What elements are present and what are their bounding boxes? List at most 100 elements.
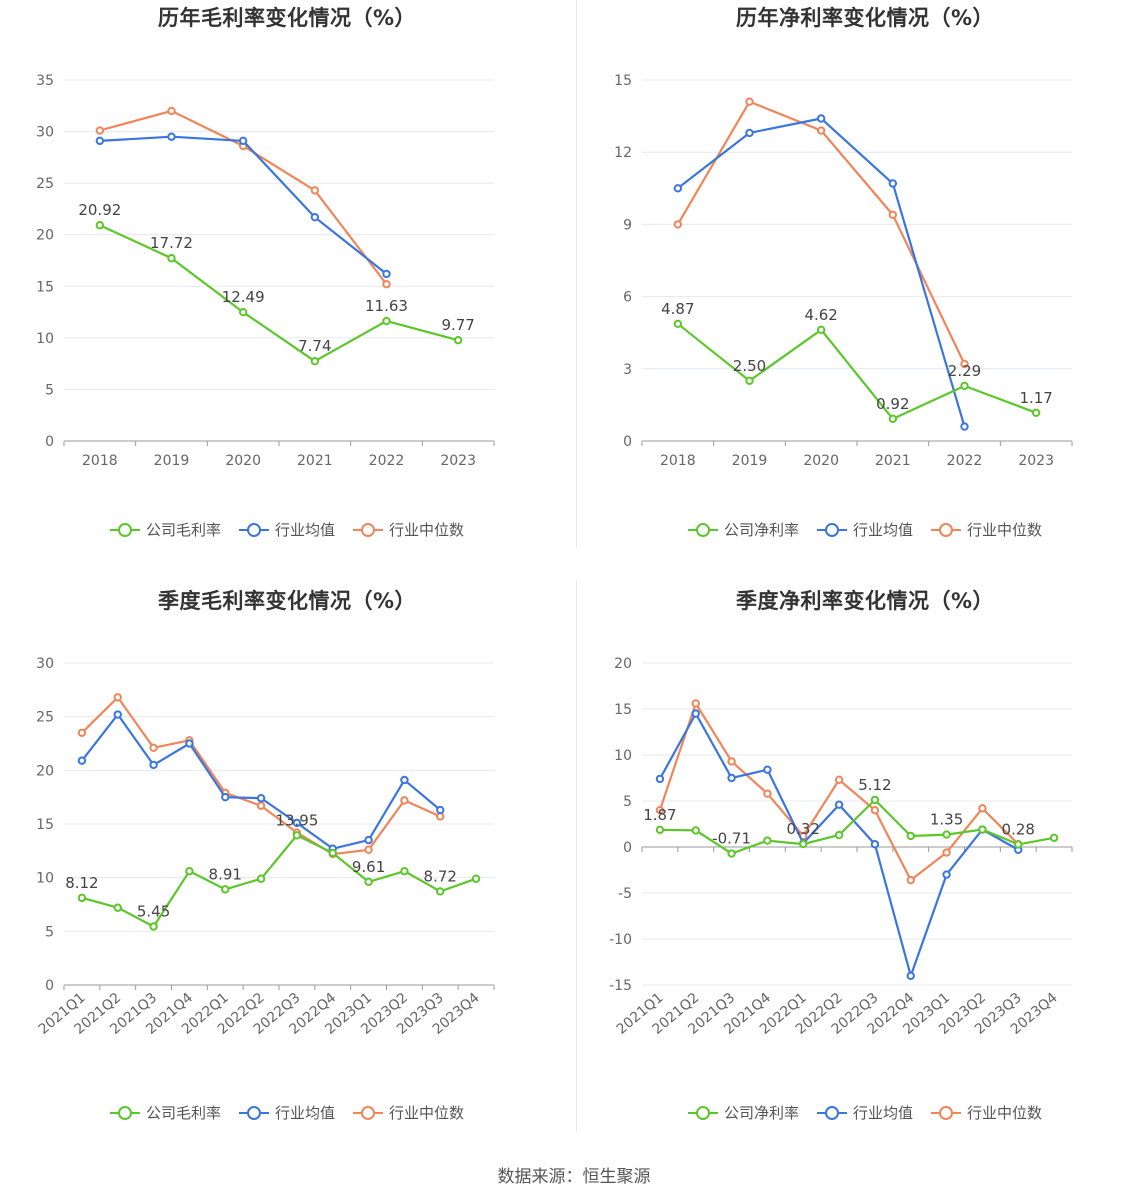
- data-point: [673, 319, 683, 328]
- chart-panel-annual-net: 历年净利率变化情况（%） 0 3 6 9 12 15 2018 2019 2020 2021 202…: [578, 0, 1148, 580]
- panel-divider-bottom: [576, 580, 577, 1132]
- legend-item[interactable]: 行业中位数: [353, 519, 464, 540]
- legend-item[interactable]: 行业均值: [238, 519, 335, 540]
- y-tick-label: 10: [614, 748, 632, 764]
- data-label: 8.12: [65, 874, 98, 892]
- circle-line-icon: [238, 1105, 269, 1120]
- data-label: 1.35: [930, 811, 963, 829]
- data-point: [256, 801, 266, 810]
- y-tick-label: 15: [614, 73, 632, 89]
- y-tick-label: 15: [614, 702, 632, 718]
- circle-line-icon: [238, 522, 269, 537]
- data-point: [727, 757, 736, 766]
- data-point: [906, 875, 915, 885]
- legend-label: 公司毛利率: [145, 521, 221, 539]
- legend-marker: [695, 522, 710, 537]
- data-point: [77, 728, 87, 737]
- data-point: [1031, 408, 1041, 418]
- legend-label: 行业中位数: [967, 1104, 1043, 1122]
- legend-item[interactable]: 公司毛利率: [109, 519, 221, 540]
- data-point: [256, 874, 266, 883]
- legend-marker: [824, 1105, 839, 1120]
- y-tick-label: 25: [36, 176, 54, 192]
- data-point: [310, 186, 320, 195]
- legend-item[interactable]: 行业中位数: [353, 1102, 464, 1123]
- legend-marker: [361, 522, 375, 537]
- chart-legend[interactable]: 公司毛利率 行业均值 行业中位数: [0, 1102, 574, 1123]
- data-label: 1.17: [1019, 389, 1052, 407]
- data-label: 11.63: [365, 297, 408, 315]
- legend-item[interactable]: 公司毛利率: [109, 1102, 221, 1123]
- data-point: [942, 830, 951, 839]
- data-point: [906, 831, 915, 841]
- data-point: [328, 848, 337, 858]
- data-point: [310, 356, 320, 366]
- x-tick-label: 2023: [1018, 453, 1054, 469]
- data-label: 20.92: [78, 201, 121, 219]
- data-point: [745, 97, 754, 106]
- data-point: [870, 806, 880, 815]
- data-point: [960, 422, 969, 431]
- data-point: [870, 795, 880, 805]
- legend-item[interactable]: 公司净利率: [687, 1102, 799, 1123]
- data-label: 0.32: [787, 820, 820, 838]
- legend-marker: [117, 1105, 132, 1120]
- data-point: [727, 773, 736, 783]
- legend-item[interactable]: 行业均值: [238, 1102, 335, 1123]
- x-tick-label: 2018: [660, 453, 696, 469]
- data-label: 9.77: [441, 316, 474, 334]
- legend-item[interactable]: 行业中位数: [931, 519, 1042, 540]
- data-point: [364, 877, 373, 887]
- data-point: [942, 870, 951, 879]
- series-line: [81, 833, 477, 928]
- legend-item[interactable]: 行业中位数: [931, 1102, 1042, 1123]
- data-point: [77, 893, 87, 903]
- x-tick-label: 2022: [947, 453, 983, 469]
- data-point: [113, 710, 122, 719]
- y-tick-label: 30: [36, 125, 54, 141]
- legend-item[interactable]: 行业均值: [816, 519, 913, 540]
- x-tick-label: 2020: [803, 453, 839, 469]
- legend-marker: [246, 522, 261, 537]
- data-point: [673, 184, 683, 193]
- circle-line-icon: [931, 1105, 961, 1120]
- data-label: 2.29: [948, 362, 981, 380]
- series-line: [81, 695, 441, 856]
- y-tick-label: 5: [45, 924, 54, 940]
- data-point: [436, 812, 445, 821]
- data-point: [238, 307, 248, 317]
- data-point: [655, 774, 665, 784]
- data-label: 0.28: [1002, 820, 1035, 838]
- data-point: [436, 887, 445, 896]
- data-point: [382, 269, 391, 279]
- data-point: [364, 845, 373, 854]
- data-label: -0.71: [712, 830, 751, 848]
- chart-title: 历年毛利率变化情况（%）: [157, 6, 417, 30]
- legend-item[interactable]: 公司净利率: [687, 519, 799, 540]
- data-point: [95, 221, 105, 230]
- data-point: [113, 693, 122, 702]
- data-label: 5.45: [137, 903, 170, 921]
- circle-line-icon: [687, 1105, 718, 1120]
- data-point: [834, 830, 844, 840]
- series-line: [677, 322, 1037, 421]
- y-tick-label: 3: [623, 362, 632, 378]
- circle-line-icon: [816, 1105, 847, 1120]
- data-label: 5.12: [858, 776, 891, 794]
- chart-legend[interactable]: 公司毛利率 行业均值 行业中位数: [0, 519, 574, 540]
- data-label: 12.49: [222, 288, 265, 306]
- data-label: 8.91: [209, 865, 242, 883]
- y-tick-label: 25: [36, 710, 54, 726]
- y-tick-label: -5: [618, 886, 632, 902]
- data-label: 13.95: [275, 811, 318, 829]
- chart-legend[interactable]: 公司净利率 行业均值 行业中位数: [578, 519, 1148, 540]
- chart-panel-quarterly-net: 季度净利率变化情况（%） -15 -10 -5 0 5 10 15 20 2021Q1 2021Q…: [578, 583, 1148, 1163]
- legend-item[interactable]: 行业均值: [816, 1102, 913, 1123]
- data-point: [185, 739, 194, 748]
- data-point: [292, 818, 302, 828]
- data-point: [292, 831, 302, 840]
- data-label: 17.72: [150, 234, 193, 252]
- chart-legend[interactable]: 公司净利率 行业均值 行业中位数: [578, 1102, 1148, 1123]
- x-tick-label: 2020: [225, 453, 261, 469]
- data-point: [113, 903, 122, 912]
